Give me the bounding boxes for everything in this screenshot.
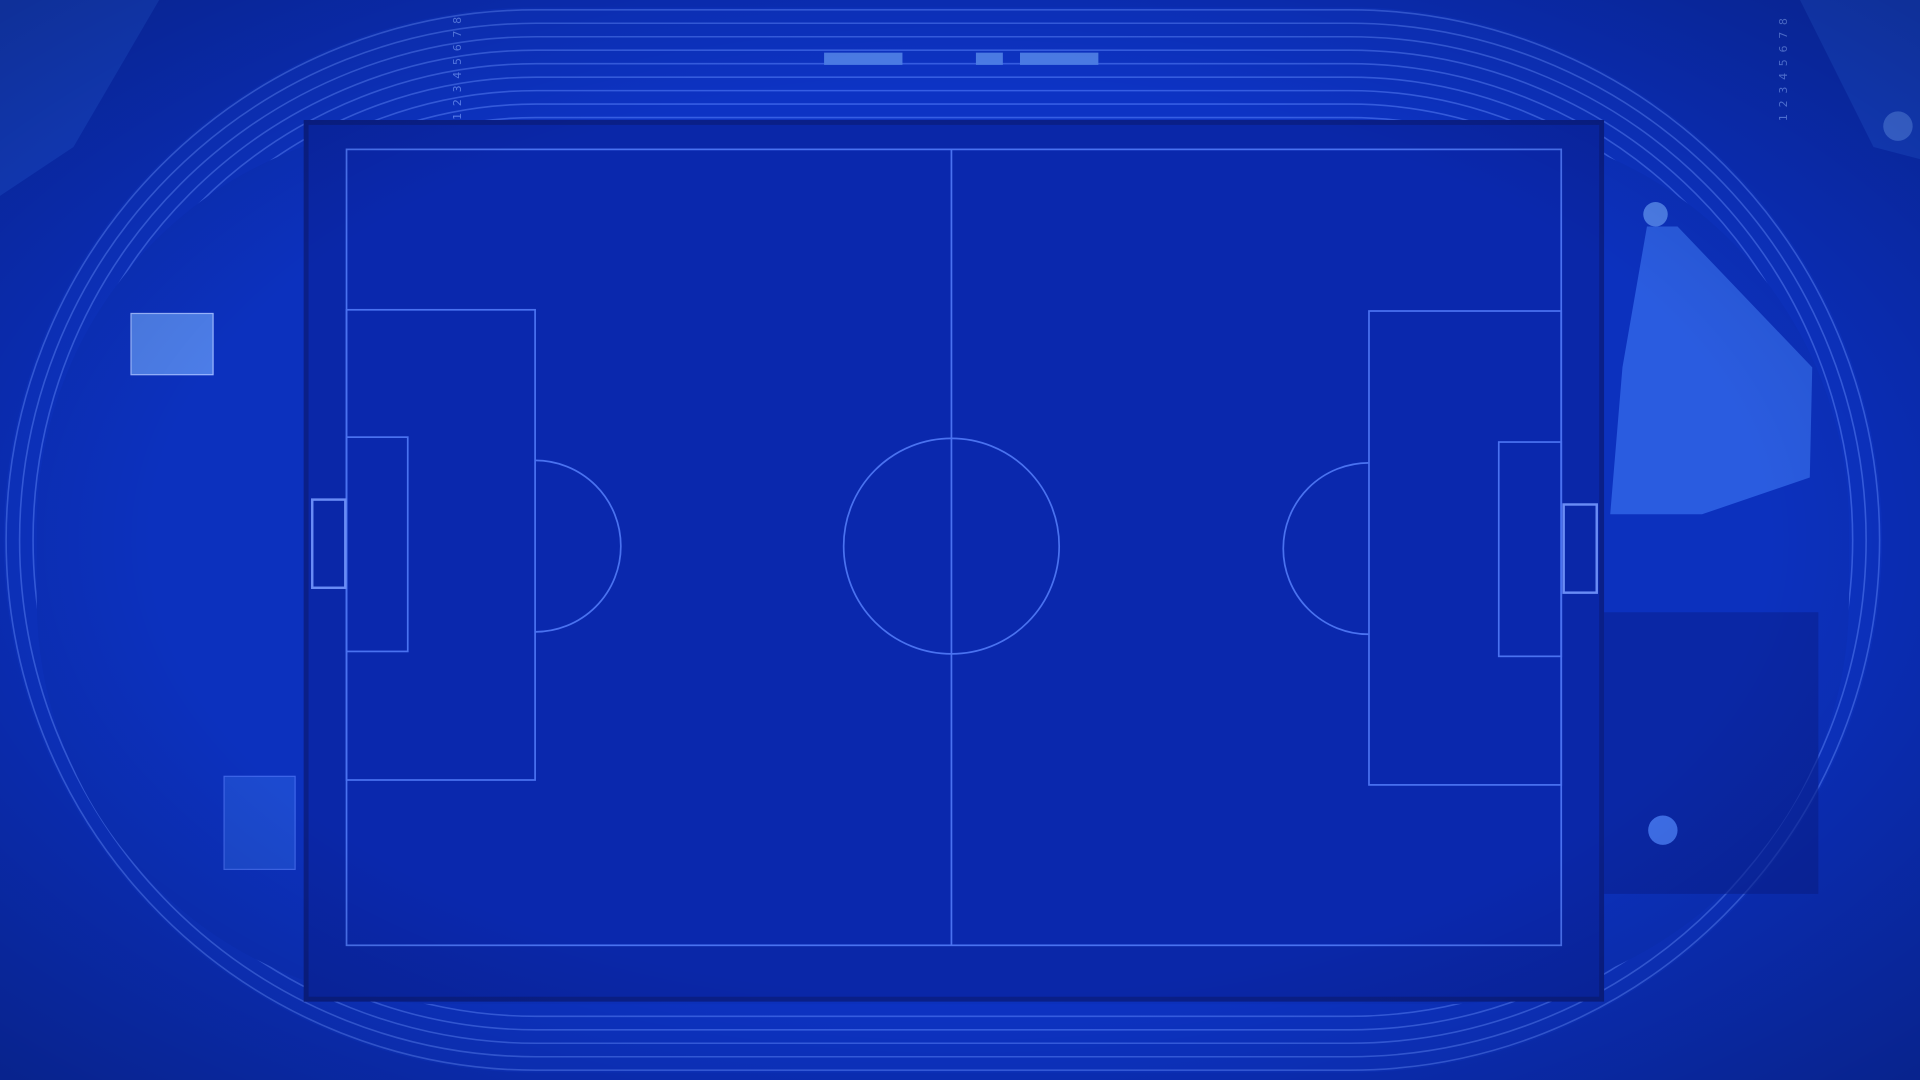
stadium-aerial: 1122334455667788: [0, 0, 1920, 1080]
vignette: [0, 0, 1920, 1080]
page: 1122334455667788 (() => { const data = J…: [0, 0, 1920, 1080]
